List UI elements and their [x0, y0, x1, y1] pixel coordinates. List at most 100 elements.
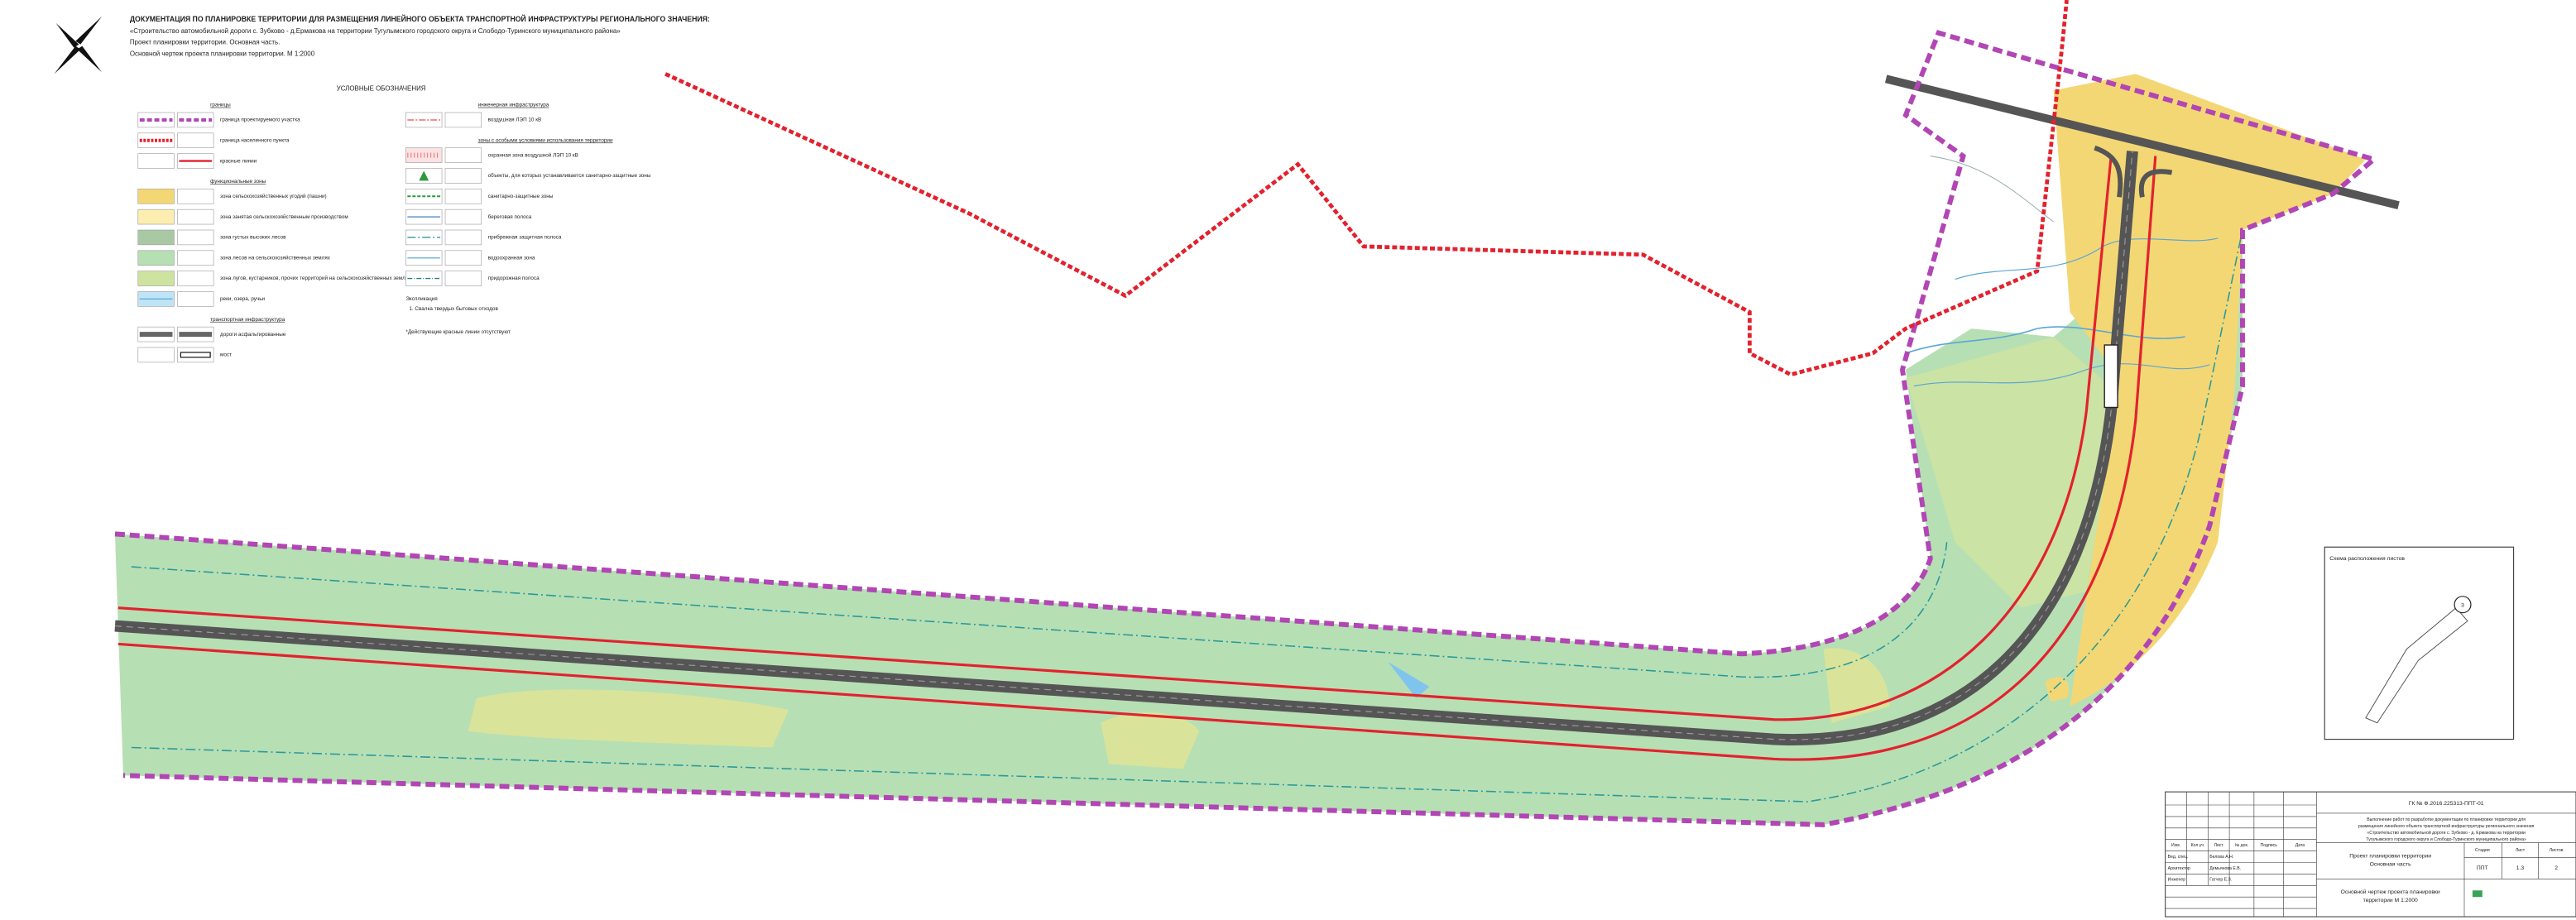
stage-value: ППТ	[2477, 865, 2488, 871]
stage-header: Стадия	[2475, 848, 2490, 853]
legend-label: придорожная полоса	[488, 276, 540, 281]
legend-swatch-box	[177, 271, 214, 286]
work-description: Выполнение работ по разработке документа…	[2367, 817, 2526, 822]
legend-label: реки, озера, ручьи	[220, 296, 266, 302]
legend-label: санитарно-защитные зоны	[488, 194, 554, 199]
legend-label: дороги асфальтированные	[220, 332, 286, 338]
column-header: Подпись	[2261, 843, 2278, 848]
inset-sheet-number: 3	[2461, 603, 2464, 609]
legend-swatch-box	[444, 168, 482, 184]
sheets-header: Листов	[2550, 848, 2564, 853]
north-arrow-needle	[54, 16, 103, 74]
legend-label: береговая полоса	[488, 213, 532, 220]
legend-swatch-box	[137, 208, 175, 225]
water-protection-zone	[131, 229, 2243, 803]
legend-swatch-box	[444, 208, 482, 225]
legend-label: объекты, для которых устанавливается сан…	[488, 172, 651, 179]
staff-role: Инженер	[2168, 878, 2186, 883]
legend-label: прибрежная защитная полоса	[488, 234, 562, 241]
legend-label: зона занятая сельскохозяйственным произв…	[220, 213, 348, 220]
meadow-patch	[468, 689, 789, 748]
legend-swatch-box	[444, 271, 482, 286]
company-logo	[2472, 890, 2482, 898]
legend-swatch-box	[137, 153, 175, 169]
legend-swatch-box	[177, 208, 214, 225]
settlement-boundary	[664, 0, 2069, 377]
farmland-zone	[2053, 74, 2366, 707]
legend-swatch-box	[177, 189, 214, 204]
junction	[2094, 145, 2173, 198]
staff-role: Архитектор	[2168, 866, 2190, 871]
staff-name: Демьянова Е.В.	[2209, 866, 2241, 871]
legend-heading: границы	[210, 103, 231, 108]
inset-corridor	[2365, 607, 2468, 724]
sheet-title: Основной чертеж проекта планировки	[2341, 889, 2440, 895]
legend-label: граница проектируемого участка	[220, 117, 300, 123]
explication-heading: Экспликация	[405, 296, 437, 302]
legend-label: зона сельскохозяйственных угодий (пашни)	[220, 193, 327, 199]
inset-sheet-marker	[2454, 596, 2472, 614]
north-arrow	[54, 16, 103, 74]
column-header: Изм.	[2171, 843, 2180, 848]
doc-drawing: Основной чертеж проекта планировки терри…	[130, 50, 315, 58]
stage-title: Основная часть	[2370, 861, 2411, 867]
water-protection-zone	[131, 542, 1948, 678]
work-description: размещения линейного объекта транспортно…	[2358, 823, 2535, 829]
title-block: ГК № Ф.2016.225313-ППТ-01 Проект планиро…	[2165, 791, 2576, 918]
staff-role: Вед. спец.	[2168, 855, 2189, 860]
legend-label: граница населенного пункта	[220, 137, 290, 143]
legend-note: *Действующие красные линии отсутствуют	[405, 328, 511, 335]
legend-label: красные линии	[220, 158, 257, 164]
legend-swatch-box	[444, 229, 482, 246]
road-axis	[114, 151, 2133, 740]
river	[1913, 363, 2210, 387]
title-block-grid	[2165, 792, 2576, 918]
legend-swatch-box	[444, 112, 482, 128]
legend-swatch-box	[137, 229, 175, 246]
doc-title: ДОКУМЕНТАЦИЯ ПО ПЛАНИРОВКЕ ТЕРРИТОРИИ ДЛ…	[130, 14, 710, 23]
staff-name: Гатчер Е.З.	[2209, 878, 2232, 883]
meadow-patch	[1823, 648, 1890, 723]
sheet-title: территории М 1:2000	[2363, 898, 2418, 903]
bridge	[2103, 344, 2118, 409]
legend-symbol	[180, 352, 211, 358]
meadow-patch	[1101, 712, 1200, 769]
legend-swatch-box	[137, 250, 175, 266]
sheet-header: Лист	[2516, 848, 2526, 853]
sheet-value: 1.3	[2516, 865, 2525, 871]
column-header: Лист	[2214, 843, 2224, 848]
legend-label: зона густых высоких лесов	[220, 235, 286, 241]
legend-swatch-box	[444, 189, 482, 204]
legend-label: водоохранная зона	[488, 255, 535, 261]
legend-label: воздушная ЛЭП 10 кВ	[488, 117, 542, 123]
map	[114, 0, 2400, 827]
legend-swatch-box	[137, 271, 175, 286]
legend: УСЛОВНЫЕ ОБОЗНАЧЕНИЯ границы граница прое…	[137, 84, 651, 363]
legend-swatch-box	[177, 250, 214, 266]
contract-code: ГК № Ф.2016.225313-ППТ-01	[2409, 801, 2484, 807]
project-boundary	[114, 30, 2379, 827]
legend-swatch-box	[137, 347, 175, 363]
work-description: «Строительство автомобильной дороги с. З…	[2367, 830, 2526, 836]
legend-title: УСЛОВНЫЕ ОБОЗНАЧЕНИЯ	[337, 84, 426, 92]
red-line	[118, 156, 2113, 721]
legend-heading: инженерная инфраструктура	[478, 103, 549, 108]
doc-subtitle: «Строительство автомобильной дороги с. З…	[130, 27, 621, 35]
red-line	[118, 156, 2157, 761]
doc-part: Проект планировки территории. Основная ч…	[130, 39, 280, 46]
meadow-zone	[1905, 337, 2120, 608]
sheets-value: 2	[2554, 865, 2558, 871]
legend-swatch-box	[444, 250, 482, 266]
column-header: Кол.уч	[2191, 843, 2204, 848]
lake	[1388, 662, 1430, 698]
legend-label: мост	[220, 352, 232, 358]
legend-heading: зоны с особыми условиями использования т…	[478, 137, 613, 143]
column-header: № док.	[2235, 843, 2249, 848]
title-block-frame	[2165, 791, 2576, 918]
legend-swatch-box	[137, 189, 175, 204]
inset-frame	[2324, 546, 2515, 740]
farmland-patch	[2045, 677, 2069, 702]
forest-zone	[114, 230, 2243, 825]
legend-swatch-box	[177, 132, 214, 149]
